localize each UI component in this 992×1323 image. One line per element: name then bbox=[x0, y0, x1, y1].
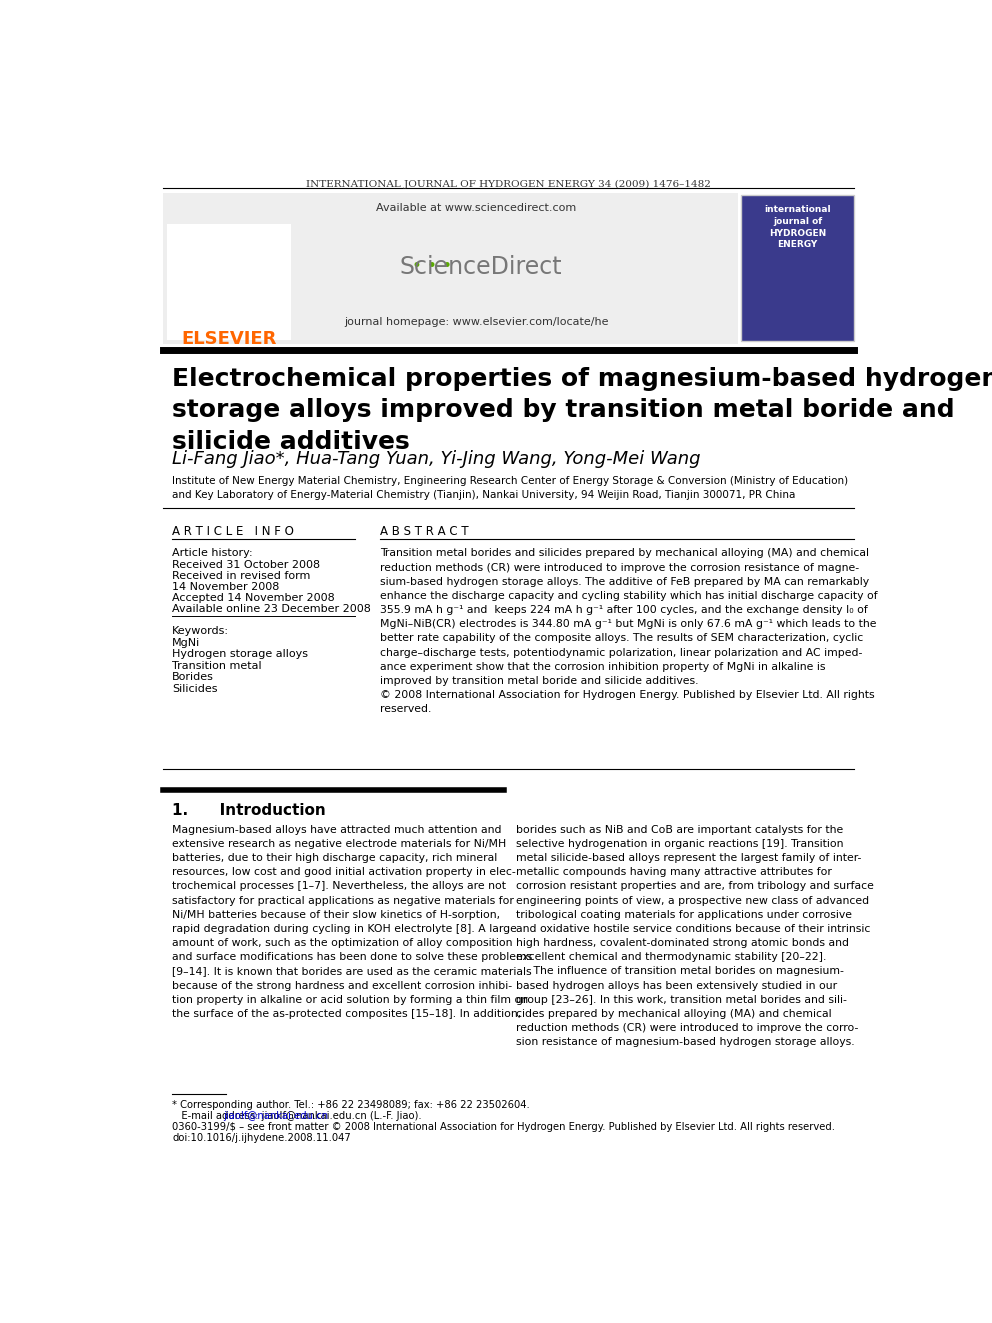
FancyBboxPatch shape bbox=[167, 224, 291, 340]
Text: 0360-3199/$ – see front matter © 2008 International Association for Hydrogen Ene: 0360-3199/$ – see front matter © 2008 In… bbox=[172, 1122, 835, 1132]
Text: Institute of New Energy Material Chemistry, Engineering Research Center of Energ: Institute of New Energy Material Chemist… bbox=[172, 476, 848, 500]
Text: Available online 23 December 2008: Available online 23 December 2008 bbox=[172, 603, 371, 614]
Text: Silicides: Silicides bbox=[172, 684, 217, 693]
Text: Electrochemical properties of magnesium-based hydrogen
storage alloys improved b: Electrochemical properties of magnesium-… bbox=[172, 366, 992, 454]
Text: 1.      Introduction: 1. Introduction bbox=[172, 803, 325, 818]
Text: international
journal of
HYDROGEN
ENERGY: international journal of HYDROGEN ENERGY bbox=[764, 205, 830, 249]
Text: Article history:: Article history: bbox=[172, 548, 253, 558]
Text: Received 31 October 2008: Received 31 October 2008 bbox=[172, 560, 320, 570]
Text: Accepted 14 November 2008: Accepted 14 November 2008 bbox=[172, 593, 335, 603]
FancyBboxPatch shape bbox=[163, 193, 738, 344]
Text: * Corresponding author. Tel.: +86 22 23498089; fax: +86 22 23502604.: * Corresponding author. Tel.: +86 22 234… bbox=[172, 1101, 530, 1110]
Text: INTERNATIONAL JOURNAL OF HYDROGEN ENERGY 34 (2009) 1476–1482: INTERNATIONAL JOURNAL OF HYDROGEN ENERGY… bbox=[306, 180, 711, 189]
Text: Hydrogen storage alloys: Hydrogen storage alloys bbox=[172, 650, 309, 659]
Text: Transition metal borides and silicides prepared by mechanical alloying (MA) and : Transition metal borides and silicides p… bbox=[380, 548, 877, 714]
Text: Available at www.sciencedirect.com: Available at www.sciencedirect.com bbox=[377, 202, 576, 213]
Text: A R T I C L E   I N F O: A R T I C L E I N F O bbox=[172, 524, 294, 537]
Text: A B S T R A C T: A B S T R A C T bbox=[380, 524, 468, 537]
FancyBboxPatch shape bbox=[741, 194, 854, 341]
Text: ScienceDirect: ScienceDirect bbox=[399, 255, 561, 279]
Text: MgNi: MgNi bbox=[172, 638, 200, 648]
Text: Keywords:: Keywords: bbox=[172, 626, 229, 636]
Text: doi:10.1016/j.ijhydene.2008.11.047: doi:10.1016/j.ijhydene.2008.11.047 bbox=[172, 1132, 351, 1143]
Text: 14 November 2008: 14 November 2008 bbox=[172, 582, 280, 593]
Text: E-mail address: jiaolf@nankai.edu.cn (L.-F. Jiao).: E-mail address: jiaolf@nankai.edu.cn (L.… bbox=[172, 1111, 422, 1122]
Text: borides such as NiB and CoB are important catalysts for the
selective hydrogenat: borides such as NiB and CoB are importan… bbox=[516, 824, 874, 1048]
Text: Received in revised form: Received in revised form bbox=[172, 572, 310, 582]
Text: ELSEVIER: ELSEVIER bbox=[181, 329, 277, 348]
Text: Borides: Borides bbox=[172, 672, 214, 683]
Text: Transition metal: Transition metal bbox=[172, 660, 262, 671]
Text: Li-Fang Jiao*, Hua-Tang Yuan, Yi-Jing Wang, Yong-Mei Wang: Li-Fang Jiao*, Hua-Tang Yuan, Yi-Jing Wa… bbox=[172, 450, 700, 468]
Text: • • •: • • • bbox=[413, 257, 452, 275]
Text: journal homepage: www.elsevier.com/locate/he: journal homepage: www.elsevier.com/locat… bbox=[344, 316, 609, 327]
Text: jiaolf@nankai.edu.cn: jiaolf@nankai.edu.cn bbox=[223, 1111, 328, 1122]
Text: Magnesium-based alloys have attracted much attention and
extensive research as n: Magnesium-based alloys have attracted mu… bbox=[172, 824, 533, 1019]
